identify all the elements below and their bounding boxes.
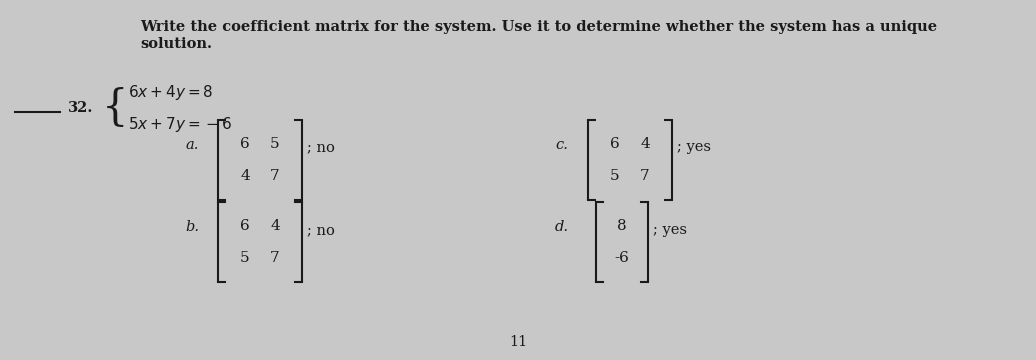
Text: 7: 7 <box>640 170 650 184</box>
Text: a.: a. <box>185 138 198 152</box>
Text: 5: 5 <box>270 136 280 150</box>
Text: 8: 8 <box>617 219 627 233</box>
Text: $6x + 4y = 8$: $6x + 4y = 8$ <box>128 82 213 102</box>
Text: solution.: solution. <box>140 37 212 51</box>
Text: ; yes: ; yes <box>677 140 711 154</box>
Text: d.: d. <box>555 220 569 234</box>
Text: 4: 4 <box>640 136 650 150</box>
Text: 7: 7 <box>270 252 280 266</box>
Text: 11: 11 <box>509 335 527 349</box>
Text: 5: 5 <box>240 252 250 266</box>
Text: $5x + 7y = -6$: $5x + 7y = -6$ <box>128 116 232 135</box>
Text: -6: -6 <box>614 252 630 266</box>
Text: ; yes: ; yes <box>653 223 687 237</box>
Text: 6: 6 <box>240 219 250 233</box>
Text: ; no: ; no <box>307 223 335 237</box>
Text: c.: c. <box>555 138 568 152</box>
Text: b.: b. <box>185 220 199 234</box>
Text: Write the coefficient matrix for the system. Use it to determine whether the sys: Write the coefficient matrix for the sys… <box>140 20 938 34</box>
Text: ; no: ; no <box>307 140 335 154</box>
Text: 4: 4 <box>270 219 280 233</box>
Text: 7: 7 <box>270 170 280 184</box>
Text: 5: 5 <box>610 170 620 184</box>
Text: 6: 6 <box>240 136 250 150</box>
Text: 6: 6 <box>610 136 620 150</box>
Text: {: { <box>102 87 128 129</box>
Text: 32.: 32. <box>68 101 93 115</box>
Text: 4: 4 <box>240 170 250 184</box>
